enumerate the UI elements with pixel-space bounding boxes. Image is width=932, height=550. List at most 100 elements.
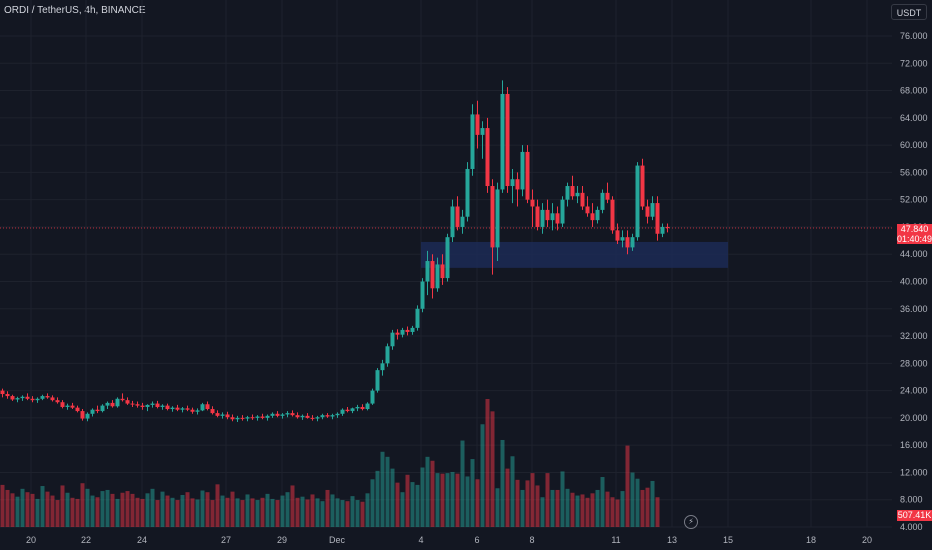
candle-body <box>505 93 510 187</box>
volume-bar <box>295 497 300 527</box>
support-zone <box>421 241 728 268</box>
volume-bar <box>490 411 495 527</box>
candle-body <box>345 409 350 412</box>
volume-bar <box>495 488 500 527</box>
candle-body <box>365 403 370 410</box>
candle-body <box>195 410 200 412</box>
candle-body <box>660 226 665 234</box>
volume-bar <box>360 501 365 527</box>
volume-bar <box>505 468 510 527</box>
time-tick-label: 22 <box>81 535 91 545</box>
time-tick-label: 15 <box>723 535 733 545</box>
candle-body <box>490 186 495 248</box>
volume-bar <box>285 492 290 527</box>
candle-body <box>615 230 620 241</box>
time-tick-label: 29 <box>277 535 287 545</box>
candle-body <box>645 206 650 217</box>
volume-bar <box>145 493 150 527</box>
time-axis[interactable]: 20 22 24 27 29 Dec 4 6 8 11 13 15 18 20 <box>26 535 872 545</box>
candle-body <box>665 226 670 229</box>
currency-button[interactable]: USDT <box>891 4 927 20</box>
volume-bar <box>375 470 380 527</box>
volume-bar <box>200 490 205 527</box>
volume-bar <box>475 479 480 527</box>
price-tick-label: 60.000 <box>900 140 928 150</box>
volume-bar <box>530 473 535 527</box>
candle-body <box>395 332 400 335</box>
candle-body <box>630 237 635 248</box>
candle-body <box>170 407 175 410</box>
price-tick-label: 12.000 <box>900 467 928 477</box>
volume-bar <box>15 496 20 527</box>
price-axis[interactable]: 76.000 72.000 68.000 64.000 60.000 56.000 52.0… <box>900 31 928 532</box>
volume-bar <box>160 491 165 527</box>
volume-bar <box>420 467 425 527</box>
grid <box>0 0 892 528</box>
volume-bar <box>365 493 370 527</box>
volume-bar <box>605 491 610 527</box>
candle-body <box>240 417 245 419</box>
candle-body <box>160 405 165 407</box>
volume-bar <box>485 399 490 527</box>
last-price-tag: 47.840 01:40:49 <box>897 224 932 244</box>
candle-body <box>15 398 20 400</box>
candle-body <box>135 404 140 406</box>
countdown-timer: 01:40:49 <box>897 234 932 244</box>
time-tick-label: 6 <box>474 535 479 545</box>
volume-bar <box>645 487 650 527</box>
candle-body <box>465 168 470 217</box>
candle-body <box>235 417 240 420</box>
volume-bar <box>480 424 485 527</box>
volume-bar <box>610 497 615 527</box>
time-tick-label: 8 <box>529 535 534 545</box>
volume-bar <box>335 498 340 527</box>
candle-body <box>385 346 390 364</box>
volume-bar <box>305 499 310 527</box>
volume-value-tag: 507.41K <box>897 510 932 521</box>
volume-bar <box>565 488 570 527</box>
volume-bar <box>0 484 5 527</box>
volume-bar <box>450 471 455 527</box>
time-tick-label: 4 <box>418 535 423 545</box>
candle-body <box>85 413 90 419</box>
candle-body <box>535 206 540 227</box>
candle-body <box>100 405 105 412</box>
candle-body <box>245 417 250 419</box>
candle-body <box>605 192 610 200</box>
candle-body <box>230 417 235 420</box>
volume-bar <box>545 473 550 527</box>
candle-body <box>300 415 305 418</box>
candle-body <box>640 165 645 207</box>
candle-body <box>325 415 330 417</box>
volume-bar <box>655 497 660 527</box>
volume-bar <box>100 491 105 527</box>
candle-body <box>205 404 210 410</box>
volume-bar <box>390 468 395 527</box>
volume-bar <box>280 495 285 527</box>
volume-bar <box>30 493 35 527</box>
candle-body <box>270 413 275 416</box>
candle-body <box>30 398 35 401</box>
price-tick-label: 72.000 <box>900 58 928 68</box>
candle-body <box>530 199 535 207</box>
last-price-value: 47.840 <box>900 224 929 234</box>
candles[interactable] <box>0 80 670 422</box>
candle-body <box>360 406 365 410</box>
candle-body <box>275 413 280 416</box>
candle-body <box>20 396 25 399</box>
volume-bar <box>590 493 595 527</box>
candle-body <box>65 405 70 407</box>
lightning-icon[interactable]: ⚡ <box>684 515 698 529</box>
candle-body <box>415 308 420 328</box>
candle-body <box>55 400 60 403</box>
time-tick-label: Dec <box>329 535 346 545</box>
volume-bar <box>110 493 115 527</box>
volume-bar <box>180 495 185 527</box>
time-tick-label: 24 <box>137 535 147 545</box>
candle-body <box>485 128 490 187</box>
price-tick-label: 44.000 <box>900 249 928 259</box>
candle-body <box>380 363 385 371</box>
volume-bar <box>405 474 410 527</box>
candle-body <box>475 114 480 135</box>
